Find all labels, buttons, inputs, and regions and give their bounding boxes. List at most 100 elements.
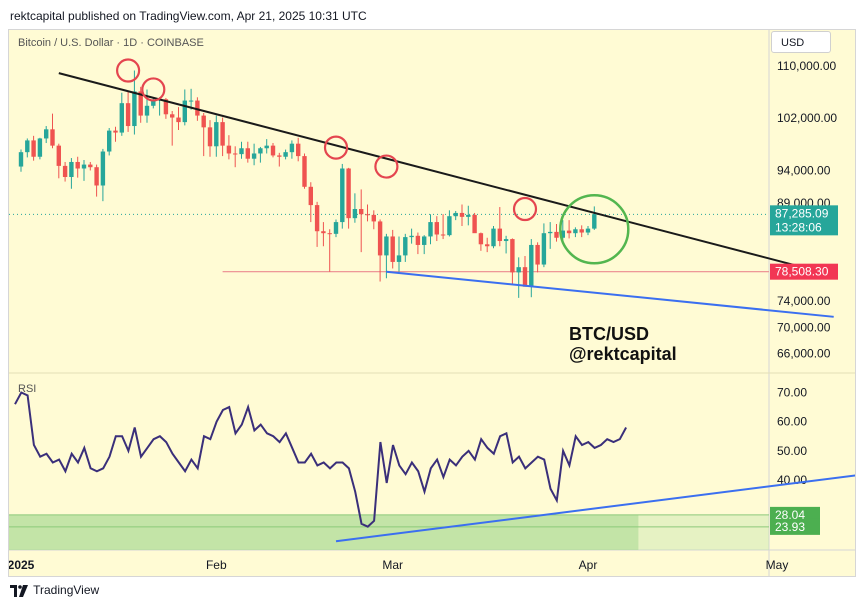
time-axis-tick-label: Apr — [579, 558, 598, 572]
candle-body — [75, 161, 80, 169]
countdown-label: 13:28:06 — [775, 220, 822, 234]
candle-body — [453, 212, 458, 217]
rejection-circle — [323, 135, 349, 160]
candle-body — [396, 255, 402, 262]
candle-body — [283, 152, 288, 157]
candle-body — [472, 214, 477, 234]
price-axis-tick-label: 94,000.00 — [777, 163, 831, 177]
price-axis-tick-label: 74,000.00 — [777, 294, 831, 308]
candle-body — [535, 244, 540, 265]
downtrend-line — [58, 72, 828, 275]
candle-body — [428, 222, 433, 237]
chart-frame[interactable]: 110,000.00 102,000.00 94,000.00 89,000.00 74… — [8, 29, 856, 577]
watermark-line-1: BTC/USD — [569, 324, 649, 344]
time-axis-tick-label: Mar — [382, 558, 403, 572]
candle-body — [132, 91, 137, 127]
candle-body — [62, 165, 68, 177]
candle-body — [377, 221, 383, 256]
candle-body — [384, 236, 389, 256]
candle-body — [170, 114, 175, 118]
candle-body — [113, 130, 118, 133]
candle-body — [548, 231, 553, 234]
candle-body — [277, 155, 282, 157]
rsi-zone-label: 23.93 — [775, 520, 805, 534]
footer-label: TradingView — [33, 583, 100, 597]
candle-body — [258, 148, 263, 154]
candle-body — [510, 239, 515, 273]
candle-body — [81, 164, 87, 169]
rsi-axis-tick-label: 60.00 — [777, 415, 807, 429]
candle-body — [314, 205, 320, 232]
candle-body — [138, 91, 143, 116]
candle-body — [497, 228, 502, 242]
candle-body — [69, 161, 74, 177]
candle-body — [119, 103, 124, 133]
watermark-line-2: @rektcapital — [569, 344, 677, 364]
candle-body — [18, 152, 24, 167]
candle-body — [466, 214, 471, 217]
candle-body — [50, 129, 55, 146]
candle-body — [346, 168, 351, 219]
chart-plot[interactable]: 110,000.00102,000.0094,000.0089,000.0074… — [9, 30, 855, 576]
candle-body — [56, 145, 61, 166]
candle-body — [403, 237, 408, 256]
candle-body — [409, 235, 414, 238]
candle-body — [529, 244, 534, 287]
candle-body — [352, 209, 358, 219]
last-price-label: 87,285.09 — [775, 206, 829, 220]
breakout-circle — [559, 194, 630, 265]
currency-button[interactable]: USD — [771, 31, 831, 53]
candle-body — [365, 214, 370, 216]
candle-body — [31, 140, 36, 157]
candle-body — [485, 244, 490, 247]
candle-body — [308, 186, 313, 206]
time-axis-tick-label: 2025 — [9, 558, 35, 572]
rsi-axis-tick-label: 50.00 — [777, 444, 807, 458]
candle-body — [359, 209, 364, 215]
candle-body — [188, 100, 194, 102]
candle-body — [579, 229, 584, 233]
candle-body — [289, 143, 295, 153]
candle-body — [44, 129, 49, 139]
tradingview-footer[interactable]: TradingView — [10, 583, 99, 597]
candle-body — [270, 145, 276, 156]
support-label: 78,508.30 — [775, 265, 829, 279]
rejection-circle — [374, 154, 399, 179]
price-axis-tick-label: 102,000.00 — [777, 111, 837, 125]
candle-body — [302, 156, 307, 187]
candle-body — [554, 231, 559, 238]
candle-body — [541, 233, 547, 265]
candle-body — [592, 214, 597, 229]
candle-body — [125, 103, 131, 127]
candle-body — [585, 228, 591, 233]
rsi-axis-tick-label: 70.00 — [777, 386, 807, 400]
last-price-badge — [770, 205, 838, 236]
support-badge — [770, 263, 838, 280]
candle-body — [37, 138, 43, 157]
candle-body — [573, 229, 578, 234]
candle-body — [516, 267, 521, 273]
price-axis-tick-label: 70,000.00 — [777, 320, 831, 334]
candle-body — [100, 151, 106, 186]
price-axis-tick-label: 110,000.00 — [777, 59, 836, 73]
candle-body — [94, 167, 99, 186]
rsi-zone-badge — [770, 518, 820, 535]
candle-body — [220, 122, 225, 146]
candle-body — [233, 153, 238, 155]
candle-body — [440, 234, 446, 236]
candle-body — [25, 140, 30, 153]
candle-body — [321, 231, 326, 234]
candle-body — [226, 145, 232, 154]
rsi-zone-label: 28.04 — [775, 508, 805, 522]
candle-body — [447, 216, 452, 236]
symbol-title[interactable]: Bitcoin / U.S. Dollar · 1D · COINBASE — [18, 37, 204, 49]
candle-body — [176, 117, 181, 123]
candle-body — [415, 235, 421, 245]
candle-body — [503, 239, 509, 242]
candle-body — [340, 168, 345, 223]
candle-body — [245, 148, 250, 159]
candle-body — [560, 230, 565, 238]
rejection-circle — [115, 58, 141, 83]
candle-body — [371, 214, 376, 222]
candle-body — [151, 100, 156, 106]
